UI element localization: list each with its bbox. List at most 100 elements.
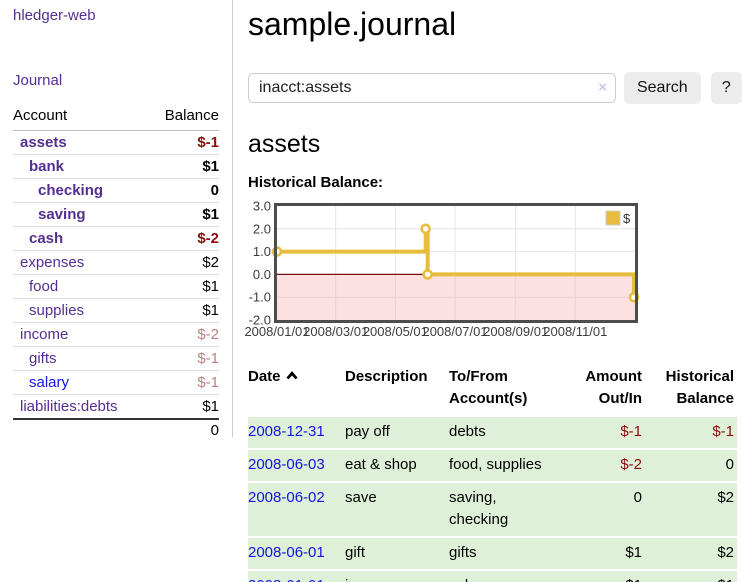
account-balance-value: $-2 — [148, 322, 219, 347]
y-axis-tick-label: -1.0 — [249, 290, 271, 305]
account-balance-value: 0 — [148, 178, 219, 203]
y-axis-tick-label: 3.0 — [253, 199, 271, 214]
transaction-date-link[interactable]: 2008-12-31 — [248, 423, 325, 440]
y-axis-tick-label: 1.0 — [253, 244, 271, 259]
sidebar: hledger-web Journal Account Balance asse… — [0, 0, 233, 442]
sidebar-account-link[interactable]: liabilities:debts — [20, 398, 118, 415]
transaction-date-link[interactable]: 2008-06-03 — [248, 456, 325, 473]
sidebar-account-link[interactable]: bank — [29, 158, 65, 175]
transaction-accounts: food, supplies — [449, 456, 542, 473]
sidebar-account-link[interactable]: saving — [38, 206, 86, 223]
transaction-date-link[interactable]: 2008-06-02 — [248, 489, 325, 506]
sidebar-account-link[interactable]: expenses — [20, 254, 85, 271]
transaction-balance: $1 — [645, 570, 737, 582]
transaction-description: gift — [345, 544, 366, 561]
search-form: × Search ? — [248, 72, 742, 104]
accounts-header-row: Account Balance — [13, 103, 219, 131]
sidebar-account-link[interactable]: food — [29, 278, 59, 295]
transaction-amount: $1 — [625, 544, 642, 561]
x-axis-tick-label: 2008/09/01 — [483, 324, 548, 339]
y-axis-tick-label: -2.0 — [249, 313, 271, 328]
sidebar-account-link[interactable]: gifts — [29, 350, 57, 367]
x-axis-tick-label: 2008/11/01 — [543, 324, 607, 339]
account-row: saving $1 — [13, 202, 219, 227]
account-row: liabilities:debts $1 — [13, 394, 219, 420]
transaction-amount: $-1 — [620, 423, 642, 440]
register-column-header-description: Description — [345, 368, 428, 385]
account-row: salary $-1 — [13, 370, 219, 395]
register-column-header-date[interactable]: Date — [248, 364, 345, 416]
search-button[interactable]: Search — [624, 72, 701, 104]
account-row: expenses $2 — [13, 250, 219, 275]
historical-balance-chart: 3.0 2.0 1.0 0.0 -1.0 -2.0 2008/01/01 2008/03/01… — [243, 195, 742, 345]
transaction-accounts: gifts — [449, 544, 477, 561]
sidebar-account-link[interactable]: cash — [29, 230, 64, 247]
accounts-column-header-balance: Balance — [148, 103, 219, 131]
account-balance-value: $1 — [148, 298, 219, 323]
date-header-label: Date — [248, 368, 281, 385]
account-row: income $-2 — [13, 322, 219, 347]
search-input[interactable] — [248, 73, 616, 103]
sidebar-account-link[interactable]: supplies — [29, 302, 85, 319]
search-box: × — [248, 73, 616, 103]
account-row: gifts $-1 — [13, 346, 219, 371]
sidebar-account-link[interactable]: salary — [29, 374, 70, 391]
register-table: Date Description To/From Account(s) Amou… — [248, 364, 737, 582]
accounts-total-row: 0 — [13, 418, 219, 442]
transaction-description: pay off — [345, 423, 390, 440]
sidebar-account-link[interactable]: checking — [38, 182, 104, 199]
page-title: sample.journal — [248, 6, 457, 42]
accounts-table: Account Balance assets $-1 bank $1 checking 0… — [13, 103, 219, 442]
register-column-header-amount: Amount Out/In — [585, 368, 642, 407]
data-point-marker — [422, 269, 433, 280]
register-row: 2008-01-01incomesalary$1$1 — [248, 570, 737, 582]
account-row: supplies $1 — [13, 298, 219, 323]
register-row: 2008-06-02 save saving, checking 0 $2 — [248, 482, 737, 537]
accounts-column-header-account: Account — [13, 103, 149, 131]
transaction-balance: $2 — [717, 489, 734, 506]
sidebar-item-journal[interactable]: Journal — [13, 72, 63, 89]
account-balance-value: $1 — [148, 274, 219, 299]
transaction-balance: $-1 — [712, 423, 734, 440]
negative-region — [277, 274, 635, 320]
account-row: assets $-1 — [13, 130, 219, 155]
account-heading: assets — [248, 130, 321, 158]
clear-search-icon[interactable]: × — [598, 79, 607, 96]
account-balance-value: $1 — [148, 394, 219, 420]
register-column-header-balance: Historical Balance — [665, 368, 734, 407]
x-axis-tick-label: 2008/01/01 — [244, 324, 309, 339]
chart-title: Historical Balance: — [248, 174, 384, 191]
register-row: 2008-12-31 pay off debts $-1 $-1 — [248, 416, 737, 449]
account-row: bank $1 — [13, 154, 219, 179]
register-row: 2008-06-01 gift gifts $1 $2 — [248, 537, 737, 570]
account-row: food $1 — [13, 274, 219, 299]
transaction-accounts: debts — [449, 423, 486, 440]
account-balance-value: $-1 — [148, 346, 219, 371]
account-balance-value: $1 — [148, 154, 219, 179]
transaction-amount: $1 — [561, 570, 645, 582]
sidebar-account-link[interactable]: income — [20, 326, 69, 343]
transaction-accounts: salary — [449, 570, 561, 582]
sidebar-account-link[interactable]: assets — [20, 134, 67, 151]
accounts-total-value: 0 — [148, 418, 219, 442]
main-content: sample.journal × Search ? assets Histori… — [244, 0, 742, 582]
account-balance-value: $-1 — [148, 370, 219, 395]
transaction-accounts: saving, checking — [449, 489, 509, 528]
account-row: cash $-2 — [13, 226, 219, 251]
brand-link[interactable]: hledger-web — [13, 7, 96, 24]
account-balance-value: $-2 — [148, 226, 219, 251]
transaction-description: save — [345, 489, 377, 506]
transaction-date-link[interactable]: 2008-06-01 — [248, 544, 325, 561]
register-row: 2008-06-03 eat & shop food, supplies $-2 0 — [248, 449, 737, 482]
register-header-row: Date Description To/From Account(s) Amou… — [248, 364, 737, 416]
sort-ascending-icon — [285, 371, 298, 380]
help-button[interactable]: ? — [710, 72, 742, 104]
account-balance-value: $1 — [148, 202, 219, 227]
transaction-date-link[interactable]: 2008-01-01 — [248, 577, 325, 582]
chart-border — [274, 203, 638, 323]
account-balance-value: $2 — [148, 250, 219, 275]
transaction-amount: $-2 — [620, 456, 642, 473]
transaction-amount: 0 — [633, 489, 642, 506]
x-axis-tick-label: 2008/05/01 — [363, 324, 428, 339]
